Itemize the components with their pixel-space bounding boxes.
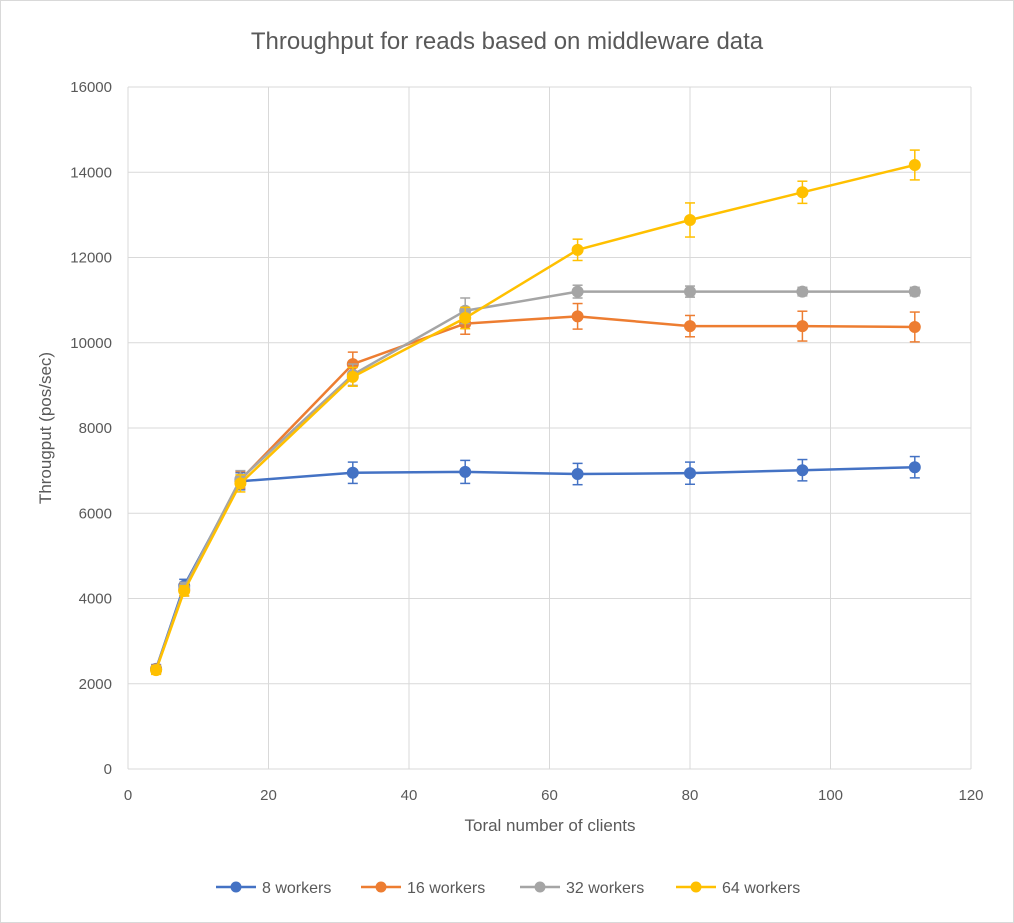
x-axis-title: Toral number of clients (464, 816, 635, 835)
legend-item: 16 workers (361, 880, 485, 897)
chart-title: Throughput for reads based on middleware… (251, 28, 764, 55)
gridlines (127, 86, 972, 770)
series-line (154, 163, 916, 671)
y-tick-label: 14000 (70, 164, 112, 181)
legend-label: 8 workers (262, 880, 331, 897)
data-point (346, 370, 359, 383)
y-tick-label: 0 (104, 761, 112, 778)
series-group (150, 149, 921, 677)
series-line (154, 465, 915, 670)
legend-swatch-marker (230, 881, 242, 893)
data-point (178, 584, 191, 597)
data-point (684, 467, 696, 480)
series-line (154, 315, 915, 670)
data-point (684, 213, 696, 226)
data-point (796, 285, 809, 298)
y-tick-label: 16000 (70, 79, 112, 96)
legend-item: 32 workers (520, 880, 644, 897)
y-tick-label: 10000 (70, 335, 112, 352)
data-point (796, 464, 809, 477)
data-point (684, 320, 696, 333)
y-tick-label: 6000 (79, 505, 112, 522)
data-point (796, 186, 809, 199)
x-tick-label: 120 (958, 787, 983, 804)
data-point (908, 461, 921, 474)
y-tick-label: 8000 (79, 420, 112, 437)
data-point (346, 466, 359, 479)
data-point (571, 243, 584, 256)
data-point (796, 320, 809, 333)
legend-swatch-marker (534, 881, 546, 893)
data-point (571, 285, 584, 298)
y-axis-ticks: 0 2000 4000 6000 8000 10000 12000 14000 16000 (70, 79, 112, 778)
data-point (571, 468, 584, 481)
x-tick-label: 40 (401, 787, 418, 804)
data-point (459, 312, 472, 325)
y-tick-label: 4000 (79, 591, 112, 608)
y-tick-label: 12000 (70, 250, 112, 267)
data-point (459, 465, 472, 478)
x-tick-label: 100 (818, 787, 843, 804)
x-tick-label: 60 (541, 787, 558, 804)
x-tick-label: 80 (682, 787, 699, 804)
data-point (908, 159, 921, 172)
legend-swatch-marker (690, 881, 702, 893)
data-point (908, 320, 921, 333)
series-64-workers (150, 149, 921, 677)
legend-item: 8 workers (216, 880, 331, 897)
data-point (571, 310, 584, 323)
legend-item: 64 workers (676, 880, 800, 897)
x-axis-ticks: 0 20 40 60 80 100 120 (124, 787, 984, 804)
legend-label: 64 workers (722, 880, 800, 897)
data-point (684, 285, 696, 298)
legend: 8 workers 16 workers 32 workers 64 workers (216, 880, 800, 897)
data-point (150, 664, 163, 677)
y-axis-title: Througput (pos/sec) (36, 352, 55, 504)
x-tick-label: 0 (124, 787, 132, 804)
data-point (908, 285, 921, 298)
legend-swatch-marker (375, 881, 387, 893)
legend-label: 32 workers (566, 880, 644, 897)
series-8-workers (150, 455, 921, 675)
x-tick-label: 20 (260, 787, 277, 804)
y-tick-label: 2000 (79, 676, 112, 693)
series-16-workers (150, 302, 921, 676)
data-point (234, 477, 247, 490)
legend-label: 16 workers (407, 880, 485, 897)
